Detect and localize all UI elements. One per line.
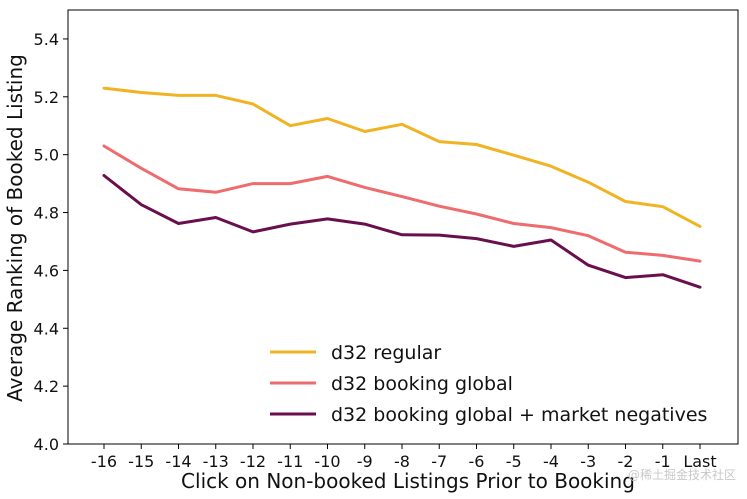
legend-label-3: d32 booking global + market negatives: [331, 404, 707, 426]
x-tick-label: -5: [506, 452, 522, 471]
y-tick-label: 4.2: [34, 377, 59, 396]
x-tick-label: -3: [580, 452, 596, 471]
series-lines: [102, 86, 702, 289]
series-line-2: [102, 144, 702, 263]
x-axis-title: Click on Non-booked Listings Prior to Bo…: [181, 469, 635, 493]
y-tick-label: 5.0: [34, 146, 59, 165]
x-axis: -16 -15 -14 -13 -12 -11 -10 -9 -8 -7 -6 -5 -4 -3 -2 -1 L…: [91, 444, 717, 471]
y-axis-title: Average Ranking of Booked Listing: [3, 54, 27, 402]
x-tick-label: -10: [314, 452, 340, 471]
series-line-1: [102, 86, 702, 228]
y-axis: 4.0 4.2 4.4 4.6 4.8 5.0 5.2 5.4: [34, 30, 68, 454]
x-tick-label: -16: [91, 452, 117, 471]
x-tick-label: -1: [655, 452, 671, 471]
x-tick-label: -13: [203, 452, 229, 471]
legend: d32 regular d32 booking global d32 booking…: [270, 342, 707, 426]
y-tick-label: 5.2: [34, 88, 59, 107]
x-tick-label: Last: [683, 452, 716, 471]
x-tick-label: -7: [431, 452, 447, 471]
watermark-text: @稀土掘金技术社区: [628, 467, 736, 482]
y-tick-label: 4.8: [34, 204, 59, 223]
x-tick-label: -4: [543, 452, 559, 471]
x-tick-label: -15: [128, 452, 154, 471]
y-tick-label: 4.6: [34, 261, 59, 280]
y-tick-label: 5.4: [34, 30, 59, 49]
x-tick-label: -8: [394, 452, 410, 471]
x-tick-label: -12: [240, 452, 266, 471]
legend-label-1: d32 regular: [331, 342, 441, 364]
y-tick-label: 4.0: [34, 435, 59, 454]
x-tick-label: -9: [357, 452, 373, 471]
plot-frame: [67, 9, 739, 445]
legend-label-2: d32 booking global: [331, 373, 513, 395]
x-tick-label: -6: [469, 452, 485, 471]
x-tick-label: -11: [277, 452, 303, 471]
series-line-3: [102, 174, 702, 289]
x-tick-label: -2: [618, 452, 634, 471]
y-tick-label: 4.4: [34, 319, 59, 338]
x-tick-label: -14: [165, 452, 191, 471]
